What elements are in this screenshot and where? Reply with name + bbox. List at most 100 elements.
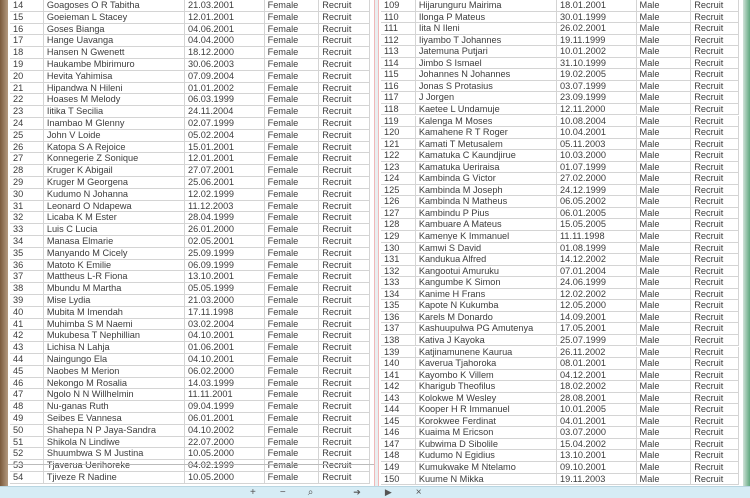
- table-row: 138 Kativa J Kayoka 25.07.1999 Male Recruit: [381, 334, 739, 347]
- rank-cell: Recruit: [319, 200, 370, 212]
- row-number-cell: 144: [381, 404, 416, 415]
- row-number-cell: 19: [10, 59, 44, 70]
- gender-cell: Male: [637, 46, 692, 57]
- rank-cell: Recruit: [691, 115, 739, 127]
- gender-cell: Male: [637, 184, 692, 196]
- gender-cell: Male: [637, 242, 692, 254]
- date-of-birth-cell: 01.07.1999: [557, 161, 637, 173]
- name-cell: Tjiveze R Nadine: [44, 472, 186, 483]
- gender-cell: Female: [265, 129, 320, 141]
- row-number-cell: 133: [381, 277, 416, 288]
- name-cell: Shahepa N P Jaya-Sandra: [44, 424, 186, 436]
- date-of-birth-cell: 31.10.1999: [557, 57, 637, 69]
- rank-cell: Recruit: [319, 106, 370, 117]
- row-number-cell: 119: [381, 115, 416, 127]
- table-row: 52 Shuumbwa S M Justina 10.05.2000 Female Re…: [10, 448, 370, 461]
- zoom-in-icon[interactable]: +: [250, 487, 256, 498]
- name-cell: Kaverua Tjahoroka: [416, 358, 557, 369]
- zoom-out-icon[interactable]: −: [279, 487, 286, 498]
- date-of-birth-cell: 30.01.1999: [557, 11, 637, 23]
- row-number-cell: 41: [10, 318, 44, 330]
- table-row: 124 Kambinda G Victor 27.02.2000 Male Recrui…: [381, 173, 739, 185]
- rank-cell: Recruit: [691, 69, 739, 80]
- table-row: 40 Mubita M Imendah 17.11.1998 Female Recrui…: [10, 306, 370, 319]
- rank-cell: Recruit: [691, 231, 739, 242]
- table-row: 38 Mbundu M Martha 05.05.1999 Female Recruit: [10, 283, 370, 295]
- gender-cell: Female: [265, 330, 320, 342]
- rank-cell: Recruit: [319, 330, 370, 342]
- name-cell: Mubita M Imendah: [44, 306, 186, 318]
- table-row: 28 Kruger K Abigail 27.07.2001 Female Recrui…: [10, 165, 370, 177]
- rank-cell: Recruit: [691, 427, 739, 438]
- date-of-birth-cell: 25.06.2001: [185, 177, 265, 188]
- table-row: 117 J Jorgen 23.09.1999 Male Recruit: [381, 92, 739, 104]
- name-cell: Mise Lydia: [44, 295, 186, 306]
- name-cell: Shikola N Lindiwe: [44, 436, 186, 448]
- row-number-cell: 54: [10, 472, 44, 483]
- gender-cell: Male: [637, 161, 692, 173]
- table-row: 19 Haukambe Mbirimuro 30.06.2003 Female Recr…: [10, 59, 370, 71]
- search-icon[interactable]: ⌕: [307, 487, 314, 498]
- name-cell: Muhimba S M Naemi: [44, 318, 186, 330]
- table-row: 53 Tjaverua Uerihoreke 04.02.1999 Female Rec…: [10, 460, 370, 472]
- right-page: 109 Hijarunguru Mairima 18.01.2001 Male Recr…: [378, 0, 743, 486]
- gender-cell: Female: [265, 188, 320, 200]
- row-number-cell: 123: [381, 161, 416, 173]
- rank-cell: Recruit: [691, 138, 739, 150]
- table-row: 14 Goagoses O R Tabitha 21.03.2001 Female Re…: [10, 0, 370, 12]
- table-row: 111 Iita N Ileni 26.02.2001 Male Recruit: [381, 23, 739, 35]
- rank-cell: Recruit: [691, 473, 739, 485]
- gender-cell: Female: [265, 247, 320, 259]
- rank-cell: Recruit: [319, 318, 370, 330]
- date-of-birth-cell: 28.08.2001: [557, 392, 637, 404]
- rank-cell: Recruit: [319, 295, 370, 306]
- name-cell: Hevita Yahimisa: [44, 70, 186, 82]
- row-number-cell: 39: [10, 295, 44, 306]
- table-row: 48 Nu-ganas Ruth 09.04.1999 Female Recruit: [10, 401, 370, 413]
- gender-cell: Female: [265, 259, 320, 271]
- table-row: 145 Korokwee Ferdinat 04.01.2001 Male Recrui…: [381, 415, 739, 428]
- rank-cell: Recruit: [319, 401, 370, 412]
- rank-cell: Recruit: [319, 129, 370, 141]
- row-number-cell: 50: [10, 424, 44, 436]
- date-of-birth-cell: 11.11.1998: [557, 231, 637, 242]
- row-number-cell: 118: [381, 103, 416, 115]
- name-cell: Jatemuna Putjari: [416, 46, 557, 57]
- date-of-birth-cell: 14.09.2001: [557, 311, 637, 323]
- name-cell: J Jorgen: [416, 92, 557, 103]
- next-icon[interactable]: ➔: [353, 487, 361, 497]
- row-number-cell: 137: [381, 323, 416, 334]
- rank-cell: Recruit: [319, 188, 370, 200]
- date-of-birth-cell: 04.10.2001: [185, 330, 265, 342]
- date-of-birth-cell: 08.01.2001: [557, 358, 637, 369]
- name-cell: Jonas S Protasius: [416, 80, 557, 92]
- gender-cell: Female: [265, 141, 320, 153]
- name-cell: Kambuare A Mateus: [416, 219, 557, 230]
- rank-cell: Recruit: [691, 265, 739, 277]
- date-of-birth-cell: 24.11.2004: [185, 106, 265, 117]
- rank-cell: Recruit: [319, 35, 370, 47]
- date-of-birth-cell: 28.04.1999: [185, 212, 265, 224]
- date-of-birth-cell: 12.05.2000: [557, 300, 637, 311]
- name-cell: Kambinda G Victor: [416, 173, 557, 184]
- date-of-birth-cell: 13.10.2001: [185, 271, 265, 283]
- row-number-cell: 149: [381, 462, 416, 473]
- rank-cell: Recruit: [319, 436, 370, 448]
- close-icon[interactable]: ×: [415, 487, 422, 498]
- date-of-birth-cell: 18.02.2002: [557, 381, 637, 392]
- table-row: 135 Kapote N Kukumba 12.05.2000 Male Recruit: [381, 300, 739, 312]
- date-of-birth-cell: 18.01.2001: [557, 0, 637, 11]
- gender-cell: Male: [637, 138, 692, 150]
- rank-cell: Recruit: [319, 365, 370, 377]
- row-number-cell: 121: [381, 138, 416, 150]
- name-cell: Matoto K Emilie: [44, 259, 186, 271]
- table-row: 34 Manasa Elmarie 02.05.2001 Female Recruit: [10, 236, 370, 248]
- table-row: 42 Mukubesa T Nephillian 04.10.2001 Female R…: [10, 330, 370, 343]
- rank-cell: Recruit: [319, 23, 370, 35]
- prev-icon[interactable]: ▶: [384, 487, 392, 497]
- row-number-cell: 18: [10, 47, 44, 58]
- rank-cell: Recruit: [691, 369, 739, 381]
- date-of-birth-cell: 27.07.2001: [185, 165, 265, 176]
- date-of-birth-cell: 12.02.2002: [557, 288, 637, 300]
- table-row: 136 Karels M Donardo 14.09.2001 Male Recruit: [381, 311, 739, 324]
